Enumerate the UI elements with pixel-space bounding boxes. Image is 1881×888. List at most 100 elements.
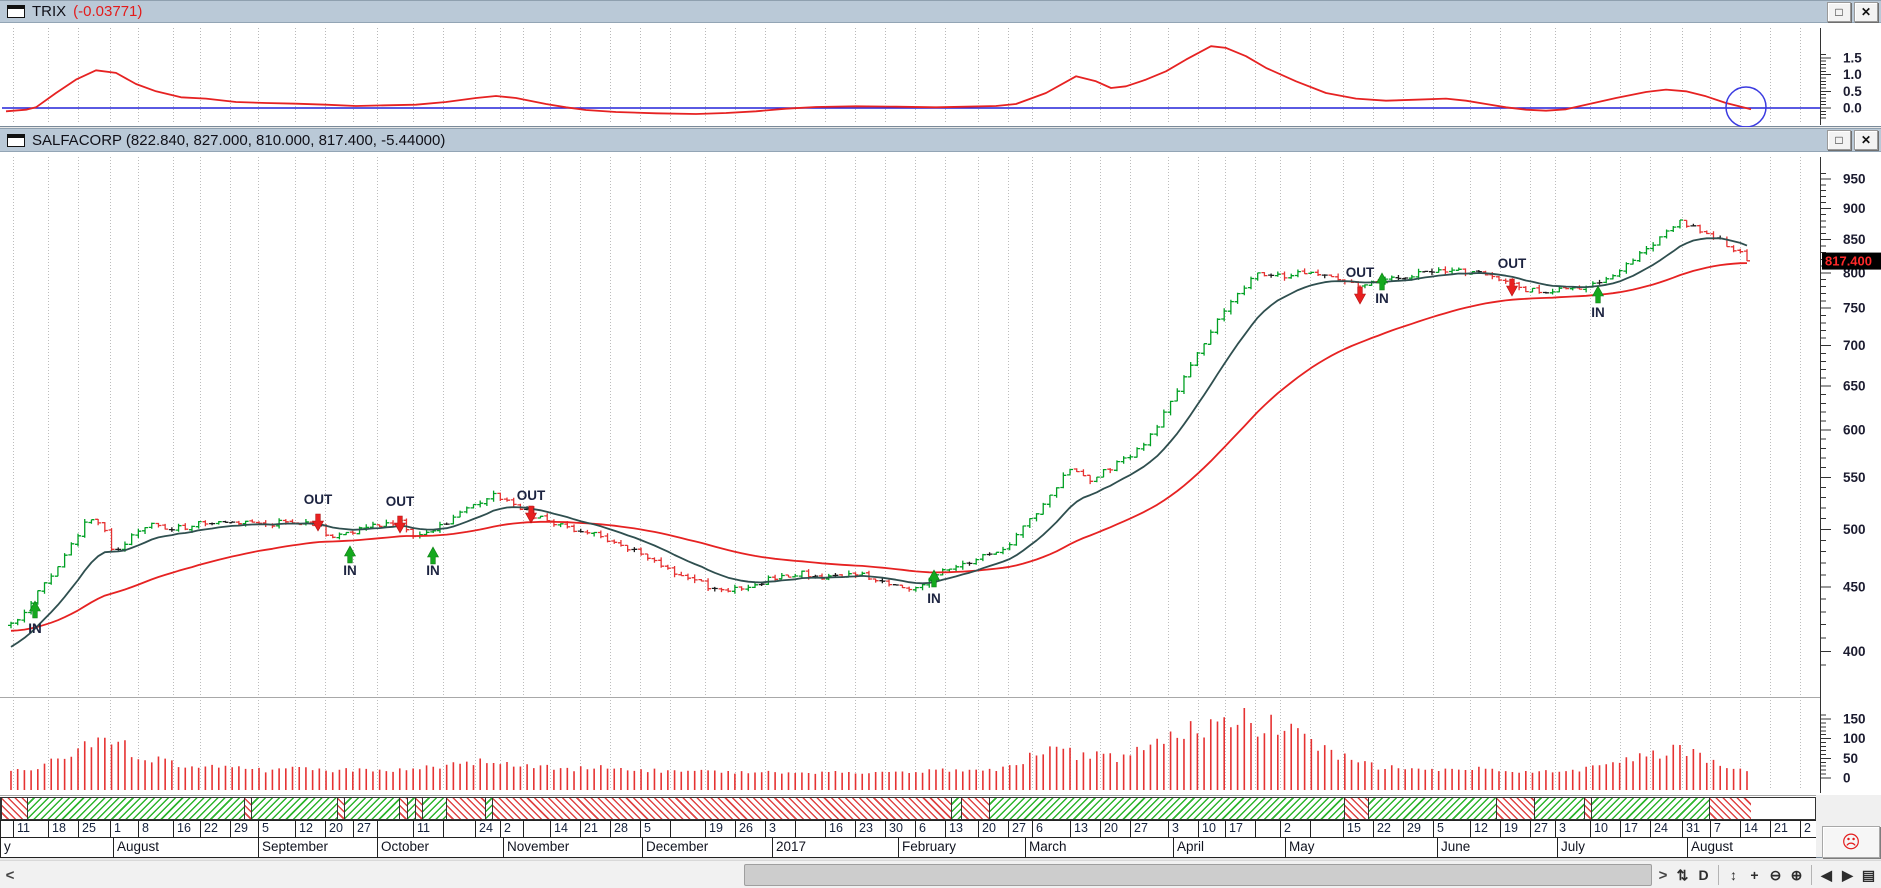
toolbar-separator xyxy=(1718,865,1719,885)
day-tick-box: 10 xyxy=(1198,821,1225,837)
scroll-prev-icon[interactable]: ◀ xyxy=(1821,866,1832,883)
restore-window-icon[interactable] xyxy=(7,133,25,147)
sell-signal: OUT xyxy=(517,488,546,524)
close-button[interactable]: ✕ xyxy=(1854,2,1878,22)
bottom-bar: < > ⇅ D ↕ + ⊖ ⊕ ◀ ▶ ▤ xyxy=(0,860,1881,888)
day-tick-box: 16 xyxy=(825,821,855,837)
toolbar-separator xyxy=(1811,865,1812,885)
svg-text:500: 500 xyxy=(1843,522,1866,537)
svg-text:OUT: OUT xyxy=(517,488,546,503)
buy-signal: IN xyxy=(927,569,941,606)
maximize-button[interactable]: □ xyxy=(1827,130,1851,150)
ribbon-bullish-segment xyxy=(485,798,492,819)
ribbon-bullish-segment xyxy=(1534,798,1584,819)
day-tick-box: 26 xyxy=(735,821,765,837)
chart-toolbar: ⇅ D ↕ + ⊖ ⊕ ◀ ▶ ▤ xyxy=(1672,861,1879,888)
day-tick-box: 14 xyxy=(1740,821,1770,837)
price-title: SALFACORP (822.840, 827.000, 810.000, 81… xyxy=(32,131,446,149)
day-tick-box: 31 xyxy=(1682,821,1710,837)
ribbon-bullish-segment xyxy=(251,798,337,819)
day-tick-box: 5 xyxy=(1433,821,1470,837)
month-box: August xyxy=(113,838,258,857)
buy-signal: IN xyxy=(343,545,357,578)
scrollbar-thumb[interactable] xyxy=(744,864,1652,886)
svg-text:100: 100 xyxy=(1843,731,1866,746)
svg-text:OUT: OUT xyxy=(1346,265,1375,280)
month-box: July xyxy=(1557,838,1687,857)
ribbon-bearish-segment xyxy=(415,798,422,819)
pan-icon[interactable]: + xyxy=(1750,867,1759,883)
month-box: September xyxy=(258,838,377,857)
day-tick-box: 3 xyxy=(765,821,795,837)
page-icon[interactable]: ▤ xyxy=(1861,866,1876,883)
buy-signal: IN xyxy=(1591,285,1605,320)
trix-chart-canvas[interactable]: 1.5 1.0 0.5 0.0 xyxy=(0,23,1881,127)
day-tick-box: 7 xyxy=(1710,821,1740,837)
month-box: May xyxy=(1285,838,1437,857)
svg-text:550: 550 xyxy=(1843,470,1866,485)
svg-text:1.5: 1.5 xyxy=(1843,50,1862,65)
ribbon-bullish-segment xyxy=(951,798,961,819)
svg-text:400: 400 xyxy=(1843,644,1866,659)
day-tick-box xyxy=(443,821,475,837)
maximize-button[interactable]: □ xyxy=(1827,2,1851,22)
restore-window-icon[interactable] xyxy=(7,5,25,18)
svg-text:OUT: OUT xyxy=(386,494,415,509)
day-tick-box: 23 xyxy=(855,821,885,837)
svg-text:450: 450 xyxy=(1843,579,1866,594)
ribbon-bearish-segment xyxy=(1,798,27,819)
vertical-zoom-icon[interactable]: ↕ xyxy=(1730,867,1737,883)
trix-title: TRIX xyxy=(32,3,67,20)
periodicity-icon[interactable]: D xyxy=(1698,867,1709,883)
day-tick-box xyxy=(377,821,413,837)
day-tick-box: 2 xyxy=(500,821,523,837)
price-chart-canvas[interactable]: 9509008508007507006506005505004504001501… xyxy=(0,152,1881,797)
day-tick-box: 28 xyxy=(610,821,640,837)
day-tick-box: 3 xyxy=(1555,821,1590,837)
day-tick-box: 11 xyxy=(413,821,443,837)
day-tick-box: 20 xyxy=(1100,821,1130,837)
scroll-next-icon[interactable]: ▶ xyxy=(1842,866,1853,883)
sell-signal: OUT xyxy=(304,492,333,532)
day-tick-box: 30 xyxy=(885,821,915,837)
day-tick-box: 17 xyxy=(1225,821,1255,837)
svg-text:850: 850 xyxy=(1843,232,1866,247)
sad-face-icon: ☹ xyxy=(1841,831,1861,852)
scroll-left-arrow[interactable]: < xyxy=(5,866,15,884)
ribbon-bullish-segment xyxy=(407,798,415,819)
day-tick-box: 27 xyxy=(1008,821,1032,837)
day-tick-box: 22 xyxy=(1373,821,1403,837)
svg-text:IN: IN xyxy=(28,621,42,636)
day-tick-box: 24 xyxy=(1650,821,1682,837)
sell-signal: OUT xyxy=(1346,265,1375,305)
ribbon-bearish-segment xyxy=(446,798,485,819)
day-tick-box xyxy=(0,821,13,837)
ribbon-bullish-segment xyxy=(422,798,446,819)
expert-alert-button[interactable]: ☹ xyxy=(1822,826,1880,858)
date-axis-days: 11 18 25 1 8 16 22 29 5 12 20 27 11 24 2 14 21 28 5 19 26 3 16… xyxy=(0,820,1816,838)
close-button[interactable]: ✕ xyxy=(1854,130,1878,150)
svg-text:0.5: 0.5 xyxy=(1843,84,1862,99)
svg-text:750: 750 xyxy=(1843,301,1866,316)
svg-text:600: 600 xyxy=(1843,422,1866,437)
month-box: 2017 xyxy=(772,838,898,857)
svg-text:OUT: OUT xyxy=(1498,256,1527,271)
month-box: April xyxy=(1173,838,1285,857)
price-titlebar[interactable]: SALFACORP (822.840, 827.000, 810.000, 81… xyxy=(0,129,1881,152)
svg-text:150: 150 xyxy=(1843,712,1866,727)
day-tick-box: 10 xyxy=(1590,821,1620,837)
day-tick-box: 5 xyxy=(640,821,670,837)
ribbon-bearish-segment xyxy=(1584,798,1591,819)
date-axis-months: y August September October November December 2… xyxy=(0,838,1816,858)
trix-titlebar[interactable]: TRIX (-0.03771) □ ✕ xyxy=(0,1,1881,23)
scroll-right-arrow[interactable]: > xyxy=(1658,866,1668,884)
refresh-icon[interactable]: ⇅ xyxy=(1676,866,1689,883)
zoom-in-icon[interactable]: ⊕ xyxy=(1790,866,1803,883)
ribbon-bearish-segment xyxy=(1496,798,1534,819)
day-tick-box: 16 xyxy=(173,821,200,837)
day-tick-box: 14 xyxy=(550,821,580,837)
svg-text:700: 700 xyxy=(1843,338,1866,353)
svg-text:950: 950 xyxy=(1843,172,1866,187)
zoom-out-icon[interactable]: ⊖ xyxy=(1769,866,1782,883)
day-tick-box: 27 xyxy=(1130,821,1168,837)
